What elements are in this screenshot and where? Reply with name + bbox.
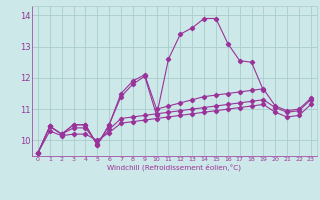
X-axis label: Windchill (Refroidissement éolien,°C): Windchill (Refroidissement éolien,°C) (108, 164, 241, 171)
